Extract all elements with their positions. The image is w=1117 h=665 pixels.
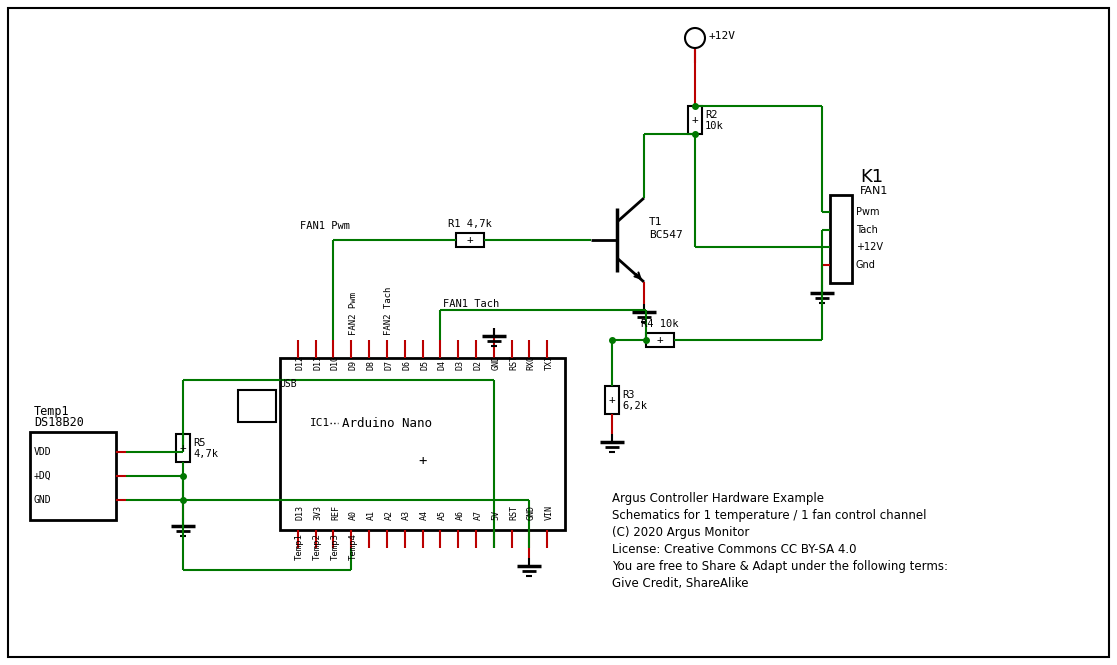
Text: Give Credit, ShareAlike: Give Credit, ShareAlike	[612, 577, 748, 590]
Text: +: +	[691, 115, 698, 125]
Text: A4: A4	[420, 510, 429, 520]
Text: A7: A7	[474, 510, 483, 520]
Text: GND: GND	[491, 355, 500, 370]
Text: R4 10k: R4 10k	[641, 319, 679, 329]
Text: R1 4,7k: R1 4,7k	[448, 219, 491, 229]
Text: D4: D4	[438, 360, 447, 370]
Text: TXI: TXI	[545, 355, 554, 370]
Text: +12V: +12V	[856, 242, 884, 252]
Text: D10: D10	[331, 355, 340, 370]
Text: A2: A2	[384, 510, 393, 520]
Bar	[280, 358, 565, 530]
Text: FAN2 Pwm: FAN2 Pwm	[349, 292, 357, 335]
Text: A1: A1	[366, 510, 375, 520]
Text: D11: D11	[313, 355, 322, 370]
Bar	[238, 390, 276, 422]
Text: 4,7k: 4,7k	[193, 449, 218, 459]
Bar	[646, 333, 674, 347]
Text: +: +	[180, 443, 187, 453]
Text: Argus Controller Hardware Example: Argus Controller Hardware Example	[612, 492, 824, 505]
Text: R3: R3	[622, 390, 634, 400]
Text: Schematics for 1 temperature / 1 fan control channel: Schematics for 1 temperature / 1 fan con…	[612, 509, 926, 522]
Text: A6: A6	[456, 510, 465, 520]
Text: RXO: RXO	[527, 355, 536, 370]
Text: 6,2k: 6,2k	[622, 401, 647, 411]
Text: D7: D7	[384, 360, 393, 370]
Text: +: +	[609, 395, 615, 405]
Text: +: +	[418, 454, 427, 468]
Text: D6: D6	[402, 360, 411, 370]
Text: Temp1: Temp1	[34, 406, 69, 418]
Text: A5: A5	[438, 510, 447, 520]
Text: Temp4: Temp4	[349, 533, 357, 560]
Text: Arduino Nano: Arduino Nano	[342, 417, 432, 430]
Text: D9: D9	[349, 360, 357, 370]
Text: Tach: Tach	[856, 225, 878, 235]
Text: D13: D13	[295, 505, 304, 520]
Text: FAN1 Pwm: FAN1 Pwm	[300, 221, 350, 231]
Text: D5: D5	[420, 360, 429, 370]
Text: BC547: BC547	[649, 230, 682, 240]
Text: Temp3: Temp3	[331, 533, 340, 560]
Text: A0: A0	[349, 510, 357, 520]
Circle shape	[685, 28, 705, 48]
Text: FAN1 Tach: FAN1 Tach	[443, 299, 499, 309]
Text: Temp2: Temp2	[313, 533, 322, 560]
Text: 3V3: 3V3	[313, 505, 322, 520]
Text: +: +	[467, 235, 474, 245]
Text: R2: R2	[705, 110, 717, 120]
Bar	[688, 106, 701, 134]
Text: VIN: VIN	[545, 505, 554, 520]
Text: +DQ: +DQ	[34, 471, 51, 481]
Text: FAN1: FAN1	[860, 186, 888, 196]
Text: Gnd: Gnd	[856, 260, 876, 270]
Text: D12: D12	[295, 355, 304, 370]
Text: K1: K1	[860, 168, 884, 186]
Text: R5: R5	[193, 438, 206, 448]
Text: You are free to Share & Adapt under the following terms:: You are free to Share & Adapt under the …	[612, 560, 948, 573]
Text: DS18B20: DS18B20	[34, 416, 84, 430]
Text: 10k: 10k	[705, 121, 724, 131]
Text: USB: USB	[279, 379, 297, 389]
Text: License: Creative Commons CC BY-SA 4.0: License: Creative Commons CC BY-SA 4.0	[612, 543, 857, 556]
Text: Pwm: Pwm	[856, 207, 879, 217]
Text: IC1: IC1	[311, 418, 331, 428]
Bar	[456, 233, 484, 247]
Bar	[30, 432, 116, 520]
Text: GND: GND	[527, 505, 536, 520]
Text: +: +	[657, 335, 663, 345]
Text: VDD: VDD	[34, 447, 51, 457]
Bar	[605, 386, 619, 414]
Text: (C) 2020 Argus Monitor: (C) 2020 Argus Monitor	[612, 526, 750, 539]
Text: A3: A3	[402, 510, 411, 520]
Text: GND: GND	[34, 495, 51, 505]
Bar	[830, 195, 852, 283]
Text: T1: T1	[649, 217, 662, 227]
Bar	[176, 434, 190, 462]
Text: +12V: +12V	[709, 31, 736, 41]
Text: D8: D8	[366, 360, 375, 370]
Text: RST: RST	[509, 505, 518, 520]
Text: D3: D3	[456, 360, 465, 370]
Text: RST: RST	[509, 355, 518, 370]
Text: REF: REF	[331, 505, 340, 520]
Text: Temp1: Temp1	[295, 533, 304, 560]
Text: D2: D2	[474, 360, 483, 370]
Text: FAN2 Tach: FAN2 Tach	[384, 287, 393, 335]
Text: 5V: 5V	[491, 510, 500, 520]
